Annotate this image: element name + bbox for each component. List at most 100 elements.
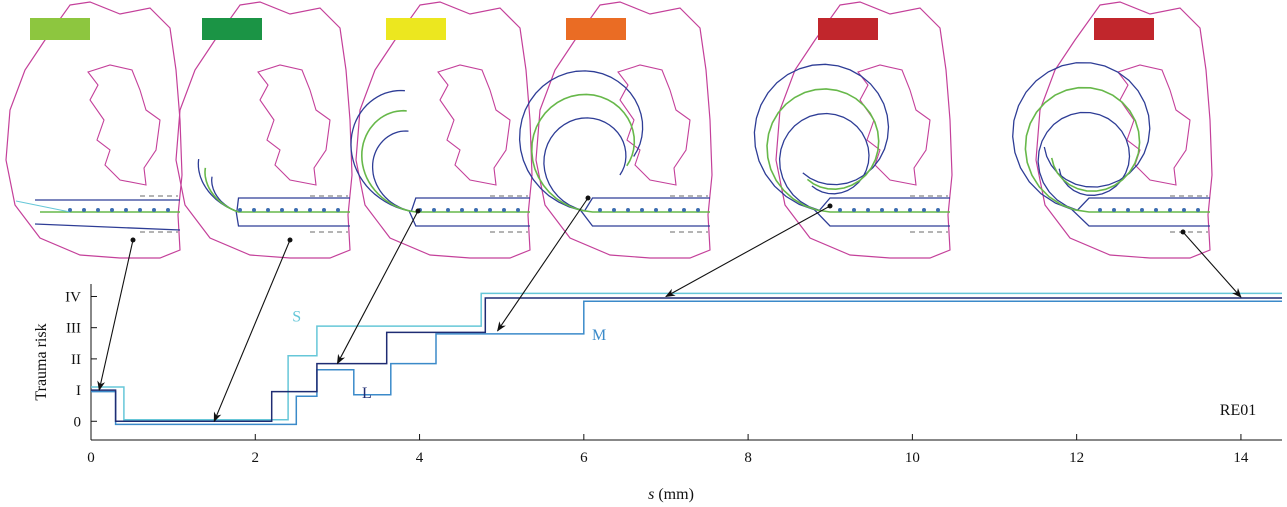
electrode-contact: [682, 208, 686, 212]
modiolus-outline: [1117, 64, 1191, 186]
electrode-contact: [1098, 208, 1102, 212]
cochlea-outline: [535, 1, 713, 259]
chart-id-label: RE01: [1220, 402, 1256, 419]
electrode-contact: [866, 208, 870, 212]
electrode-contact: [82, 208, 86, 212]
electrode-contact: [1196, 208, 1200, 212]
cochlea-panel-1: [5, 1, 183, 259]
x-tick-label: 2: [252, 450, 260, 466]
electrode-contact: [894, 208, 898, 212]
modiolus-outline: [87, 64, 161, 186]
callout-arrow-1: [97, 239, 134, 392]
electrode-contact: [880, 208, 884, 212]
risk-color-bar-6: [1094, 18, 1154, 40]
electrode-contact: [1140, 208, 1144, 212]
electrode-contact: [124, 208, 128, 212]
electrode-contact: [640, 208, 644, 212]
x-axis-label: s (mm): [648, 486, 694, 503]
x-axis-var: s: [648, 486, 654, 503]
x-tick-label: 8: [744, 450, 752, 466]
callout-arrow-5: [665, 205, 831, 297]
duct-lower-wall: [350, 89, 530, 227]
modiolus-outline: [617, 64, 691, 186]
electrode-contact: [1126, 208, 1130, 212]
electrode-contact: [1182, 208, 1186, 212]
callout-arrow-3: [336, 210, 419, 365]
electrode-contact: [1168, 208, 1172, 212]
cochlea-panel-6: [1012, 1, 1213, 259]
electrode-contact: [668, 208, 672, 212]
cochlea-outline: [175, 1, 353, 259]
electrode-contact: [96, 208, 100, 212]
y-tick-label: I: [76, 383, 81, 399]
electrode-contact: [336, 208, 340, 212]
callout-arrow-6: [1182, 231, 1242, 298]
electrode-array: [360, 109, 530, 213]
electrode-contact: [908, 208, 912, 212]
electrode-contact: [1112, 208, 1116, 212]
electrode-contact: [252, 208, 256, 212]
duct-lower-wall: [34, 223, 181, 231]
electrode-contact: [238, 208, 242, 212]
y-tick-label: III: [66, 321, 81, 337]
risk-color-bar-1: [30, 18, 90, 40]
cochlea-panel-3: [350, 1, 533, 259]
electrode-contact: [294, 208, 298, 212]
cochlea-panel-4: [518, 1, 713, 259]
x-tick-label: 14: [1233, 450, 1249, 466]
electrode-contact: [474, 208, 478, 212]
electrode-contact: [432, 208, 436, 212]
electrode-contact: [502, 208, 506, 212]
duct-upper-wall: [543, 117, 710, 212]
electrode-contact: [654, 208, 658, 212]
electrode-contact: [460, 208, 464, 212]
electrode-contact: [138, 208, 142, 212]
cochlea-panel-5: [753, 1, 953, 259]
risk-color-bar-2: [202, 18, 262, 40]
electrode-contact: [166, 208, 170, 212]
electrode-contact: [838, 208, 842, 212]
callout-arrow-2: [213, 239, 291, 423]
electrode-contact: [626, 208, 630, 212]
modiolus-outline: [437, 64, 511, 186]
electrode-contact: [110, 208, 114, 212]
electrode-contact: [308, 208, 312, 212]
series-label-S: S: [292, 308, 301, 325]
duct-upper-wall: [778, 112, 950, 212]
callout-arrows: [97, 195, 1242, 423]
cochlea-panel-2: [175, 1, 353, 259]
electrode-contact: [612, 208, 616, 212]
cochlea-outline: [355, 1, 533, 259]
duct-upper-wall: [371, 130, 530, 213]
electrode-contact: [322, 208, 326, 212]
electrode-array: [530, 93, 710, 213]
electrode-array: [766, 88, 950, 213]
electrode-contact: [280, 208, 284, 212]
cochlea-outline: [5, 1, 183, 259]
risk-color-bar-4: [566, 18, 626, 40]
y-tick-label: IV: [65, 289, 81, 305]
risk-color-bar-5: [818, 18, 878, 40]
electrode-contact: [696, 208, 700, 212]
cochlea-outline: [1035, 1, 1213, 259]
electrode-contact: [488, 208, 492, 212]
y-tick-label: 0: [74, 414, 82, 430]
electrode-contact: [152, 208, 156, 212]
x-tick-label: 0: [87, 450, 95, 466]
y-axis-label: Trauma risk: [33, 323, 50, 400]
risk-color-bar-3: [386, 18, 446, 40]
electrode-contact: [266, 208, 270, 212]
electrode-contact: [598, 208, 602, 212]
duct-lower-wall: [753, 63, 950, 227]
x-axis-unit: (mm): [654, 486, 694, 503]
series-line-M: [91, 300, 1282, 426]
x-tick-label: 4: [416, 450, 424, 466]
series-label-L: L: [362, 385, 372, 402]
duct-lower-wall: [1012, 62, 1210, 227]
duct-upper-wall: [1037, 111, 1210, 211]
electrode-contact: [936, 208, 940, 212]
series-line-L: [91, 297, 1282, 423]
electrode-contact: [1154, 208, 1158, 212]
